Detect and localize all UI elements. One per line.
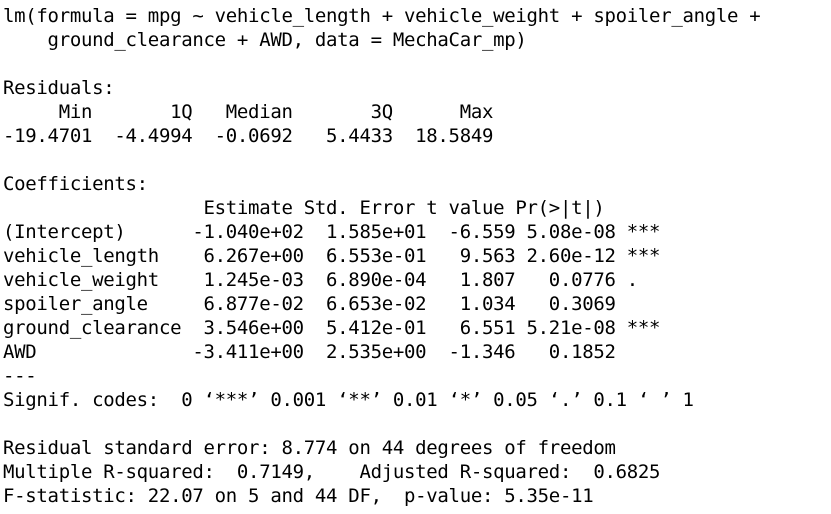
lm-call-line-2: ground_clearance + AWD, data = MechaCar_…: [3, 29, 527, 51]
coefficients-header: Estimate Std. Error t value Pr(>|t|): [3, 197, 650, 219]
coefficient-row-intercept: (Intercept) -1.040e+02 1.585e+01 -6.559 …: [3, 221, 661, 243]
residuals-label: Residuals:: [3, 77, 115, 99]
f-statistic-line: F-statistic: 22.07 on 5 and 44 DF, p-val…: [3, 485, 594, 507]
residuals-header: Min 1Q Median 3Q Max: [3, 101, 505, 123]
blank-line: [3, 52, 831, 76]
residual-standard-error: Residual standard error: 8.774 on 44 deg…: [3, 437, 616, 459]
separator-line: ---: [3, 365, 37, 387]
residuals-values: -19.4701 -4.4994 -0.0692 5.4433 18.5849: [3, 125, 505, 147]
blank-line: [3, 412, 831, 436]
coefficient-row-vehicle-weight: vehicle_weight 1.245e-03 6.890e-04 1.807…: [3, 269, 661, 291]
blank-line: [3, 148, 831, 172]
signif-codes: Signif. codes: 0 ‘***’ 0.001 ‘**’ 0.01 ‘…: [3, 389, 694, 411]
coefficient-row-vehicle-length: vehicle_length 6.267e+00 6.553e-01 9.563…: [3, 245, 661, 267]
coefficients-label: Coefficients:: [3, 173, 148, 195]
coefficient-row-ground-clearance: ground_clearance 3.546e+00 5.412e-01 6.5…: [3, 317, 661, 339]
r-squared-line: Multiple R-squared: 0.7149, Adjusted R-s…: [3, 461, 672, 483]
coefficient-row-spoiler-angle: spoiler_angle 6.877e-02 6.653e-02 1.034 …: [3, 293, 661, 315]
lm-call-line-1: lm(formula = mpg ~ vehicle_length + vehi…: [3, 5, 761, 27]
coefficient-row-awd: AWD -3.411e+00 2.535e+00 -1.346 0.1852: [3, 341, 661, 363]
